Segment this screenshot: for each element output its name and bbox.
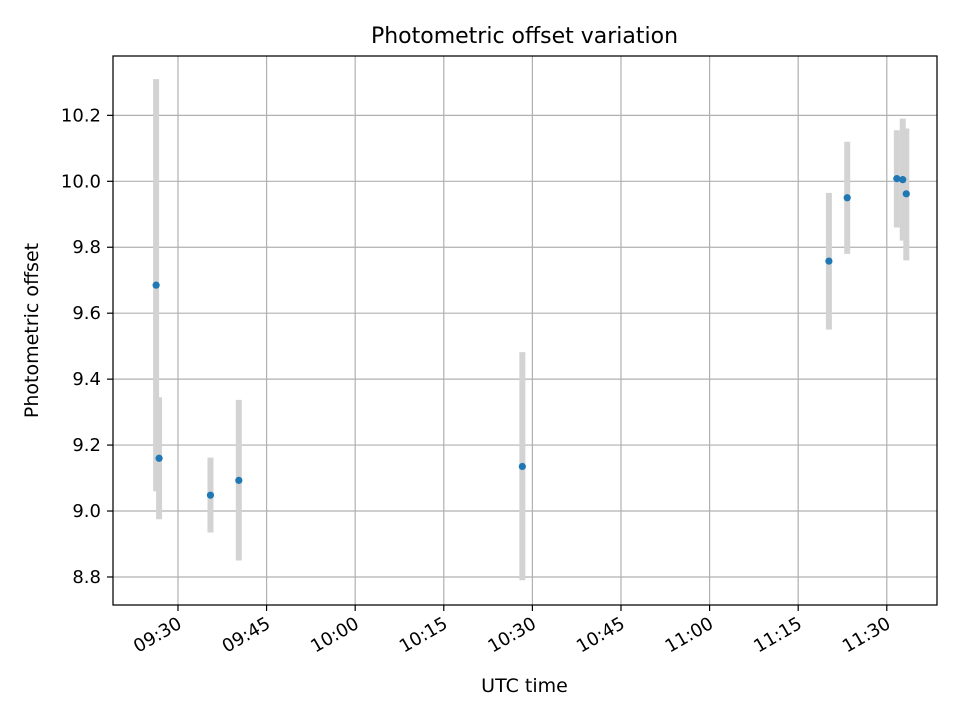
x-tick-label: 10:15 — [396, 613, 451, 657]
x-axis-label: UTC time — [481, 675, 568, 697]
x-tick-label: 11:30 — [839, 613, 894, 657]
y-tick-label: 10.2 — [61, 105, 101, 126]
y-tick-label: 9.2 — [72, 435, 101, 456]
y-tick-label: 9.4 — [72, 369, 101, 390]
data-point — [155, 454, 163, 462]
errorbars — [153, 79, 910, 581]
plot-frame — [112, 55, 938, 606]
data-points — [152, 175, 910, 499]
y-tick-label: 9.0 — [72, 501, 101, 522]
data-point — [518, 462, 526, 471]
x-tick-label: 11:00 — [662, 613, 717, 657]
y-axis-label: Photometric offset — [21, 243, 43, 418]
x-tick-label: 10:45 — [573, 613, 628, 657]
x-tick-label: 10:30 — [484, 613, 539, 657]
data-point — [893, 175, 901, 183]
chart-title: Photometric offset variation — [371, 24, 678, 49]
x-tick-label: 09:45 — [219, 613, 274, 657]
data-point — [902, 190, 910, 198]
data-point — [843, 194, 851, 202]
data-point — [206, 491, 215, 499]
x-tick-label: 09:30 — [130, 613, 185, 657]
data-point — [825, 257, 833, 265]
data-point — [235, 476, 243, 484]
data-point — [899, 176, 907, 184]
data-point — [152, 281, 160, 289]
x-axis-ticks: 09:30 09:45 10:00 10:15 10:30 10:45 11:00 11:15… — [130, 605, 894, 657]
y-tick-label: 9.6 — [72, 303, 101, 324]
x-tick-label: 11:15 — [750, 613, 805, 657]
y-tick-label: 8.8 — [72, 567, 101, 588]
y-tick-label: 10.0 — [61, 171, 101, 192]
y-axis-ticks: 8.8 9.0 9.2 9.4 9.6 9.8 10.0 10.2 — [61, 105, 113, 588]
y-tick-label: 9.8 — [72, 237, 101, 258]
x-tick-label: 10:00 — [307, 613, 362, 657]
